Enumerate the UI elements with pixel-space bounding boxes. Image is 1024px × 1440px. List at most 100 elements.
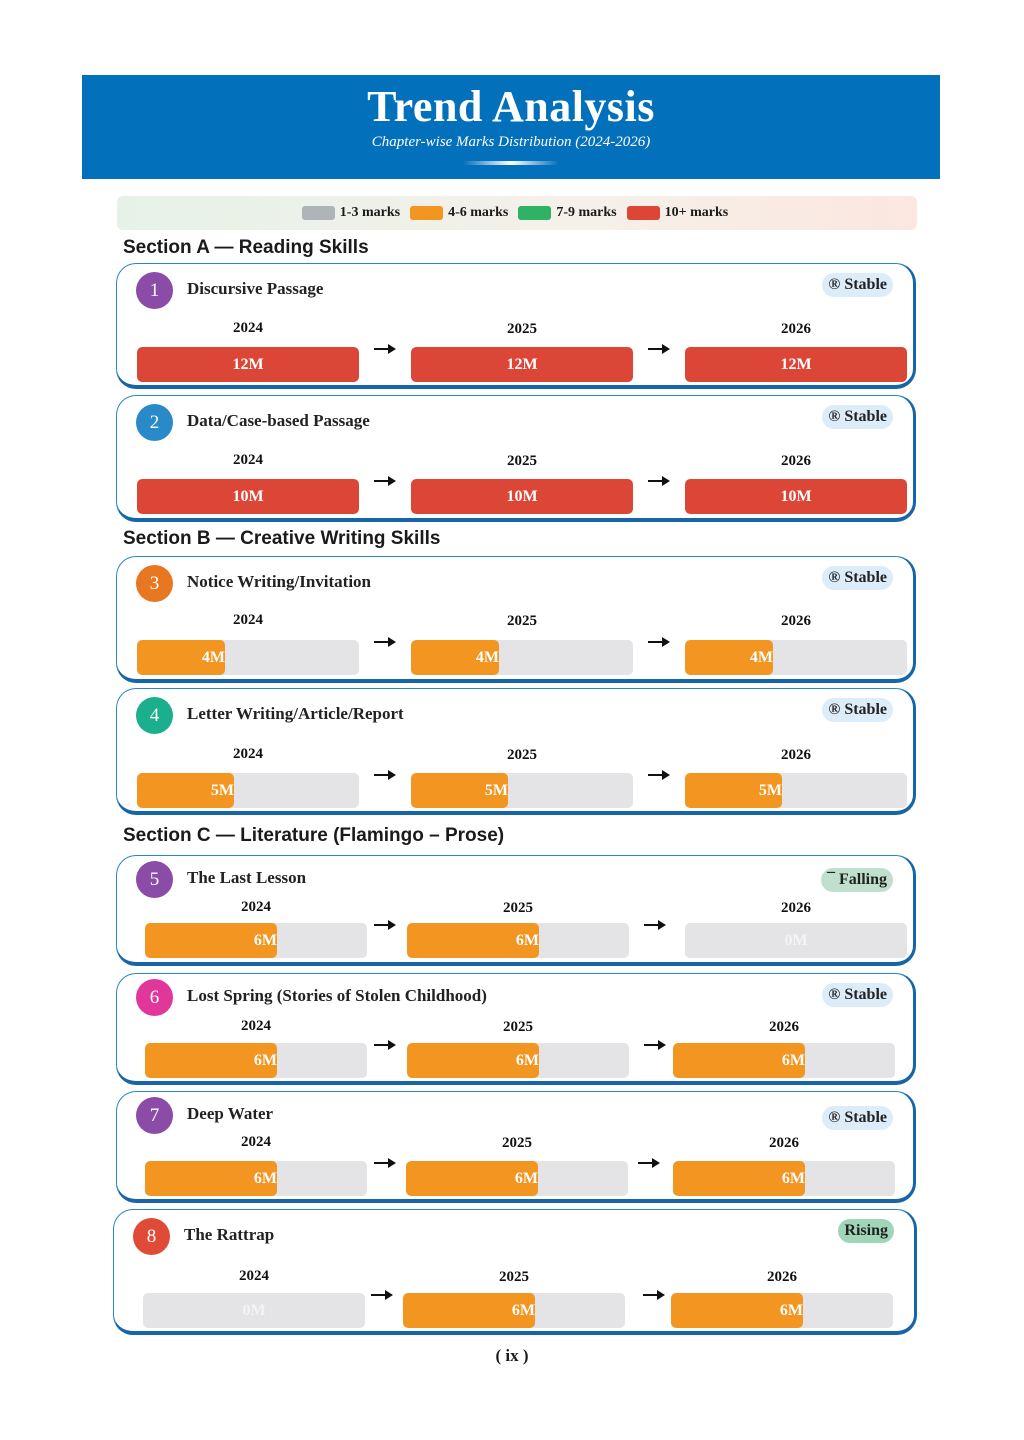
legend-label: 1-3 marks xyxy=(339,205,401,220)
legend: 1-3 marks 4-6 marks 7-9 marks 10+ marks xyxy=(117,196,917,230)
marks-value: 5M xyxy=(484,782,508,799)
marks-value: 4M xyxy=(475,649,499,666)
trend-badge: ® Stable xyxy=(822,405,893,429)
arrow-right-icon xyxy=(371,1290,393,1300)
marks-bar: 6M xyxy=(673,1043,895,1078)
page-header: Trend Analysis Chapter-wise Marks Distri… xyxy=(82,75,940,179)
marks-bar-fill xyxy=(137,479,359,514)
chapter-card: 6 Lost Spring (Stories of Stolen Childhoo… xyxy=(116,973,916,1085)
marks-bar-fill xyxy=(411,773,508,808)
arrow-right-icon xyxy=(374,637,396,647)
marks-value: 6M xyxy=(514,1170,538,1187)
chapter-name: Notice Writing/Invitation xyxy=(187,572,372,591)
trend-badge: ® Stable xyxy=(822,273,893,297)
year-label: 2026 xyxy=(781,613,811,629)
arrow-right-icon xyxy=(374,1158,396,1168)
marks-value: 0M xyxy=(784,932,808,949)
arrow-right-icon xyxy=(374,1040,396,1050)
chapter-name: Lost Spring (Stories of Stolen Childhood… xyxy=(187,986,487,1005)
marks-bar-fill xyxy=(407,1043,539,1078)
marks-bar-fill xyxy=(406,1161,538,1196)
arrow-right-icon xyxy=(643,1290,665,1300)
chapter-card: 3 Notice Writing/Invitation ® Stable 2024 4M… xyxy=(116,556,916,683)
marks-bar: 6M xyxy=(407,1043,629,1078)
marks-value: 4M xyxy=(201,649,225,666)
marks-bar: 6M xyxy=(403,1293,625,1328)
chapter-name: Discursive Passage xyxy=(187,279,324,298)
chapter-number-badge: 8 xyxy=(133,1218,170,1255)
title-underline xyxy=(463,161,559,165)
year-label: 2025 xyxy=(507,453,537,469)
marks-bar: 6M xyxy=(407,923,629,958)
arrow-right-icon xyxy=(374,344,396,354)
marks-value: 5M xyxy=(758,782,782,799)
marks-bar: 12M xyxy=(137,347,359,382)
marks-bar-fill xyxy=(145,1161,277,1196)
marks-bar: 6M xyxy=(145,1161,367,1196)
arrow-right-icon xyxy=(648,637,670,647)
marks-bar: 4M xyxy=(137,640,359,675)
marks-value: 10M xyxy=(232,488,264,505)
page-number: ( ix ) xyxy=(495,1346,529,1365)
year-label: 2024 xyxy=(233,452,263,468)
arrow-right-icon xyxy=(374,476,396,486)
chapter-card: 1 Discursive Passage ® Stable 2024 12M 2025 12… xyxy=(116,263,916,389)
legend-label: 7-9 marks xyxy=(556,205,617,220)
legend-swatch xyxy=(410,206,444,220)
marks-bar-fill xyxy=(685,773,782,808)
arrow-right-icon xyxy=(648,770,670,780)
page-subtitle: Chapter-wise Marks Distribution (2024-20… xyxy=(371,134,651,150)
marks-bar: 6M xyxy=(673,1161,895,1196)
chapter-card: 8 The Rattrap Rising 2024 0M 2025 6M 2026 6M xyxy=(113,1209,917,1335)
chapter-name: The Last Lesson xyxy=(187,868,307,887)
chapter-number-badge: 1 xyxy=(136,272,173,309)
year-label: 2025 xyxy=(503,1019,533,1035)
marks-bar-fill xyxy=(411,640,499,675)
legend-item: 10+ marks xyxy=(626,205,729,221)
chapter-name: The Rattrap xyxy=(184,1225,275,1244)
marks-bar: 6M xyxy=(145,923,367,958)
arrow-right-icon xyxy=(644,920,666,930)
marks-bar-fill xyxy=(411,347,633,382)
trend-badge: Rising xyxy=(838,1219,894,1243)
section-title-c: Section C — Literature (Flamingo – Prose… xyxy=(123,825,505,846)
marks-bar-fill xyxy=(145,1043,277,1078)
marks-value: 6M xyxy=(253,1170,277,1187)
arrow-right-icon xyxy=(648,344,670,354)
year-label: 2025 xyxy=(503,900,533,916)
marks-bar: 6M xyxy=(671,1293,893,1328)
legend-label: 10+ marks xyxy=(664,205,729,220)
year-label: 2024 xyxy=(233,612,263,628)
arrow-right-icon xyxy=(644,1040,666,1050)
trend-badge: ¯ Falling xyxy=(820,868,893,892)
marks-bar: 6M xyxy=(145,1043,367,1078)
year-label: 2025 xyxy=(507,613,537,629)
chapter-card: 5 The Last Lesson ¯ Falling 2024 6M 2025 6M 202… xyxy=(116,855,916,966)
marks-value: 6M xyxy=(253,1052,277,1069)
year-label: 2024 xyxy=(241,1018,271,1034)
marks-bar-fill xyxy=(137,773,234,808)
chapter-number-badge: 4 xyxy=(136,697,173,734)
marks-bar-fill xyxy=(673,1161,805,1196)
chapter-card: 2 Data/Case-based Passage ® Stable 2024 10M 2… xyxy=(116,395,916,522)
marks-bar: 10M xyxy=(685,479,907,514)
marks-bar-fill xyxy=(685,479,907,514)
marks-bar-fill xyxy=(671,1293,803,1328)
legend-swatch xyxy=(626,206,660,220)
chapter-number-badge: 5 xyxy=(136,861,173,898)
year-label: 2025 xyxy=(507,321,537,337)
year-label: 2024 xyxy=(233,746,263,762)
legend-label: 4-6 marks xyxy=(448,205,509,220)
marks-bar-fill xyxy=(137,640,225,675)
marks-bar-fill xyxy=(407,923,539,958)
arrow-right-icon xyxy=(374,920,396,930)
marks-bar-fill xyxy=(673,1043,805,1078)
year-label: 2026 xyxy=(769,1019,799,1035)
marks-bar: 6M xyxy=(406,1161,628,1196)
arrow-right-icon xyxy=(374,770,396,780)
year-label: 2026 xyxy=(767,1269,797,1285)
marks-bar: 10M xyxy=(137,479,359,514)
legend-swatch xyxy=(301,206,335,220)
marks-bar-fill xyxy=(137,347,359,382)
trend-badge: ® Stable xyxy=(822,566,893,590)
